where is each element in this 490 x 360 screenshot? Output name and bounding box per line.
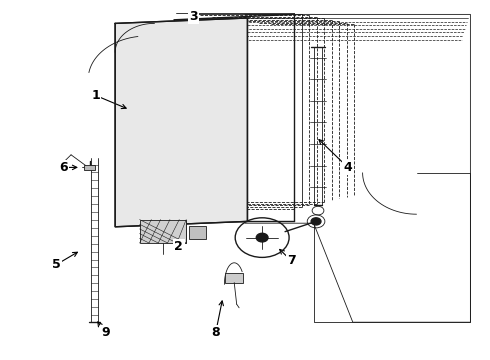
- Circle shape: [311, 218, 321, 225]
- Bar: [140, 220, 186, 243]
- Bar: [189, 226, 206, 239]
- Text: 9: 9: [101, 327, 110, 339]
- Text: 1: 1: [91, 89, 100, 102]
- Text: 6: 6: [59, 161, 68, 174]
- Text: 2: 2: [174, 240, 183, 253]
- Bar: [225, 273, 243, 283]
- Text: 3: 3: [189, 10, 198, 23]
- Text: 5: 5: [52, 258, 61, 271]
- Text: 4: 4: [343, 161, 352, 174]
- Text: 8: 8: [211, 327, 220, 339]
- Bar: [84, 165, 95, 170]
- Circle shape: [256, 233, 268, 242]
- Text: 7: 7: [287, 255, 296, 267]
- Polygon shape: [115, 18, 247, 227]
